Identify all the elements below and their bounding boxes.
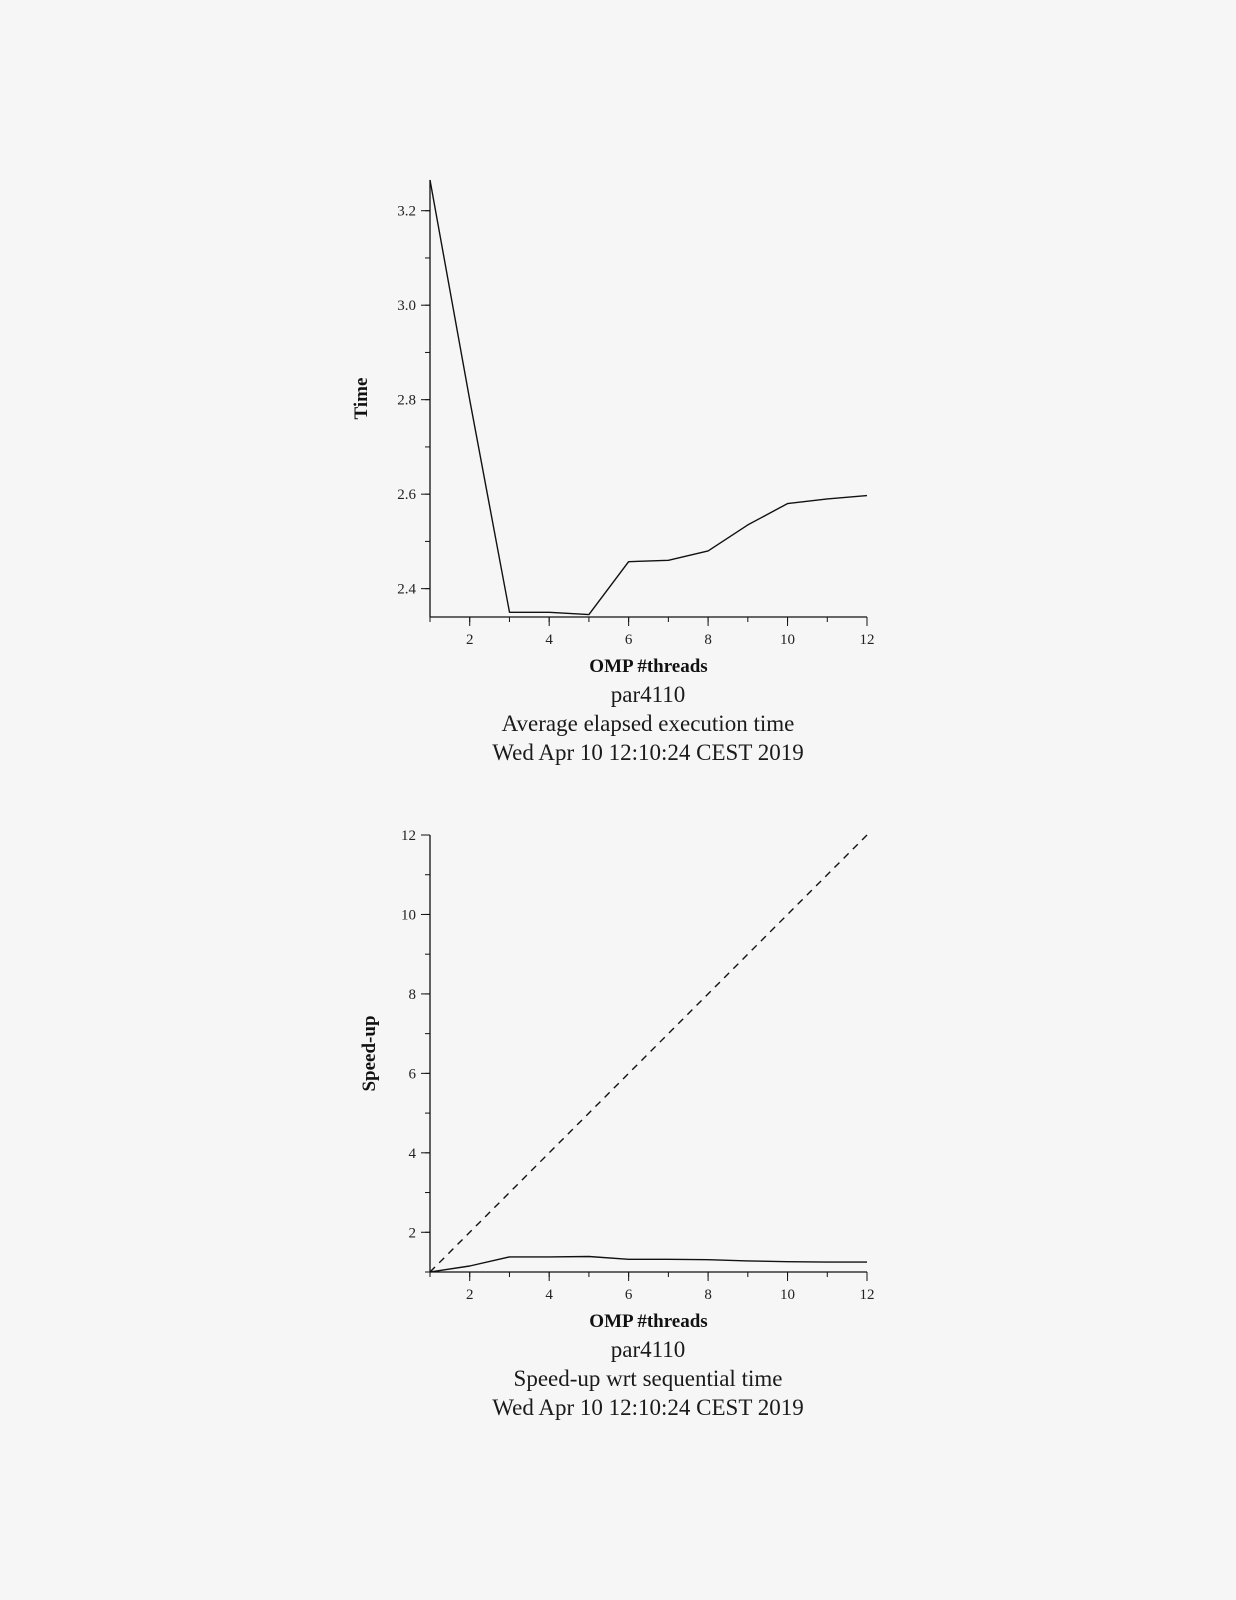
y-tick-label: 3.2 bbox=[397, 204, 416, 220]
x-tick-label: 8 bbox=[704, 1287, 712, 1303]
x-tick-label: 4 bbox=[545, 1287, 553, 1303]
chart-caption-line: par4110 bbox=[611, 682, 686, 707]
x-axis-label: OMP #threads bbox=[589, 656, 707, 677]
y-tick-label: 2.6 bbox=[397, 487, 416, 503]
x-tick-label: 2 bbox=[466, 632, 474, 648]
x-axis-label: OMP #threads bbox=[589, 1311, 707, 1332]
y-tick-label: 2.4 bbox=[397, 582, 416, 598]
y-tick-label: 4 bbox=[409, 1146, 417, 1162]
chart-caption-line: Speed-up wrt sequential time bbox=[514, 1366, 783, 1391]
speedup-chart: 2 4 6 8 10 12 2 4 6 8 10 12 OMP #threads Speed-up par4… bbox=[359, 828, 875, 1420]
y-tick-label: 12 bbox=[401, 828, 416, 844]
y-axis-label: Speed-up bbox=[359, 1015, 380, 1091]
chart-caption-line: Wed Apr 10 12:10:24 CEST 2019 bbox=[492, 740, 803, 765]
y-tick-label: 8 bbox=[409, 987, 417, 1003]
y-axis-label: Time bbox=[351, 378, 372, 420]
x-tick-label: 6 bbox=[625, 632, 633, 648]
x-tick-label: 10 bbox=[780, 632, 795, 648]
x-tick-label: 12 bbox=[860, 632, 875, 648]
y-tick-label: 10 bbox=[401, 907, 416, 923]
x-tick-label: 8 bbox=[704, 632, 712, 648]
x-tick-label: 12 bbox=[860, 1287, 875, 1303]
elapsed-time-chart: 2 4 6 8 10 12 2.4 2.6 2.8 3.0 3.2 OMP #threads Time p… bbox=[351, 179, 875, 765]
ideal-speedup-line bbox=[429, 834, 868, 1273]
y-tick-label: 2 bbox=[409, 1225, 417, 1241]
x-tick-label: 6 bbox=[625, 1287, 633, 1303]
x-tick-label: 4 bbox=[545, 632, 553, 648]
y-tick-label: 2.8 bbox=[397, 393, 416, 409]
y-tick-label: 3.0 bbox=[397, 298, 416, 314]
x-tick-label: 10 bbox=[780, 1287, 795, 1303]
series-line bbox=[429, 179, 868, 616]
chart-caption-line: par4110 bbox=[611, 1337, 686, 1362]
chart-caption-line: Wed Apr 10 12:10:24 CEST 2019 bbox=[492, 1395, 803, 1420]
chart-caption-line: Average elapsed execution time bbox=[502, 711, 795, 736]
y-tick-label: 6 bbox=[409, 1066, 417, 1082]
x-tick-label: 2 bbox=[466, 1287, 474, 1303]
series-line bbox=[429, 1255, 867, 1273]
